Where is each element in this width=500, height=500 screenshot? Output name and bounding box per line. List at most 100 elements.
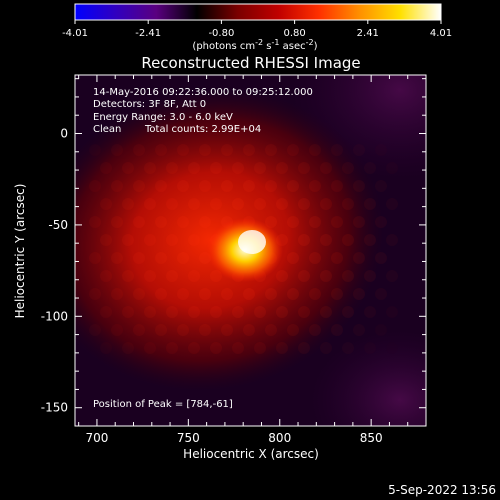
ripple-dot (89, 252, 101, 264)
ripple-dot (353, 180, 365, 192)
ripple-dot (188, 198, 200, 210)
ripple-dot (298, 306, 310, 318)
ripple-dot (309, 144, 321, 156)
ripple-dot (177, 324, 189, 336)
x-axis-label: Heliocentric X (arcsec) (183, 447, 319, 461)
ripple-dot (111, 144, 123, 156)
ripple-dot (353, 288, 365, 300)
ripple-dot (122, 306, 134, 318)
ripple-dot (199, 144, 211, 156)
purple-region-bottom-right (310, 330, 426, 426)
ripple-dot (342, 270, 354, 282)
ripple-dot (89, 180, 101, 192)
peak-core (238, 230, 266, 254)
ripple-dot (144, 306, 156, 318)
x-tick-label: 800 (268, 431, 291, 445)
x-tick-label: 700 (85, 431, 108, 445)
ripple-dot (353, 252, 365, 264)
ripple-dot (276, 306, 288, 318)
x-axis: 700 750 800 850 (78, 75, 427, 445)
ripple-dot (320, 306, 332, 318)
ripple-dot (331, 324, 343, 336)
ripple-dot (133, 180, 145, 192)
ripple-dot (342, 198, 354, 210)
x-tick-label: 850 (360, 431, 383, 445)
ripple-dot (188, 342, 200, 354)
colorbar-tick-label: -2.41 (135, 28, 161, 39)
ripple-dot (155, 144, 167, 156)
ripple-dot (331, 216, 343, 228)
y-tick-label: -50 (48, 218, 68, 232)
colorbar-tick-label: -0.80 (208, 28, 234, 39)
annotation-detectors: Detectors: 3F 8F, Att 0 (93, 99, 206, 110)
ripple-dot (375, 216, 387, 228)
ripple-dot (375, 252, 387, 264)
ripple-dot (287, 324, 299, 336)
ripple-dot (188, 270, 200, 282)
ripple-dot (276, 198, 288, 210)
y-tick-label: 0 (60, 127, 68, 141)
ripple-dot (331, 180, 343, 192)
ripple-dot (177, 216, 189, 228)
ripple-dot (298, 234, 310, 246)
ripple-dot (243, 288, 255, 300)
ripple-dot (320, 342, 332, 354)
ripple-dot (166, 198, 178, 210)
ripple-dot (364, 198, 376, 210)
ripple-dot (254, 162, 266, 174)
footer-date: 5-Sep-2022 13:56 (388, 483, 496, 497)
colorbar-tick-label: 4.01 (430, 28, 452, 39)
ripple-dot (155, 324, 167, 336)
ripple-dot (320, 270, 332, 282)
ripple-dot (276, 270, 288, 282)
ripple-dot (100, 198, 112, 210)
heatmap-image (75, 75, 426, 426)
ripple-dot (122, 270, 134, 282)
ripple-dot (276, 342, 288, 354)
ripple-dot (144, 234, 156, 246)
ripple-dot (133, 288, 145, 300)
ripple-dot (364, 306, 376, 318)
ripple-dot (210, 342, 222, 354)
ripple-dot (309, 288, 321, 300)
ripple-dot (199, 288, 211, 300)
ripple-dot (243, 324, 255, 336)
ripple-dot (199, 216, 211, 228)
ripple-dot (188, 162, 200, 174)
ripple-dot (265, 144, 277, 156)
ripple-dot (254, 306, 266, 318)
y-axis: 0 -50 -100 -150 (41, 78, 426, 427)
ripple-dot (298, 342, 310, 354)
ripple-dot (342, 306, 354, 318)
ripple-dot (177, 252, 189, 264)
annotation-time: 14-May-2016 09:22:36.000 to 09:25:12.000 (93, 87, 313, 98)
annotation-clean: Clean (93, 124, 121, 135)
plot-frame (74, 74, 427, 427)
ripple-dot (331, 288, 343, 300)
ripple-dot (320, 198, 332, 210)
ripple-dot (221, 180, 233, 192)
ripple-dot (298, 162, 310, 174)
ripple-dot (100, 162, 112, 174)
ripple-dot (298, 270, 310, 282)
ripple-dot (111, 324, 123, 336)
ripple-dot (166, 342, 178, 354)
ripple-dot (166, 234, 178, 246)
ripple-dot (276, 162, 288, 174)
ripple-dot (243, 180, 255, 192)
ripple-dot (188, 306, 200, 318)
ripple-dot (122, 342, 134, 354)
ripple-dot (111, 252, 123, 264)
ripple-dot (199, 180, 211, 192)
annotation-block: 14-May-2016 09:22:36.000 to 09:25:12.000… (93, 87, 313, 410)
ripple-dot (155, 216, 167, 228)
ripple-dot (386, 270, 398, 282)
ripple-dot (232, 342, 244, 354)
colorbar-border (74, 3, 442, 21)
ripple-dot (287, 288, 299, 300)
colorbar (75, 4, 441, 20)
ripple-dot (122, 162, 134, 174)
ripple-dot (133, 216, 145, 228)
ripple-dot (331, 252, 343, 264)
